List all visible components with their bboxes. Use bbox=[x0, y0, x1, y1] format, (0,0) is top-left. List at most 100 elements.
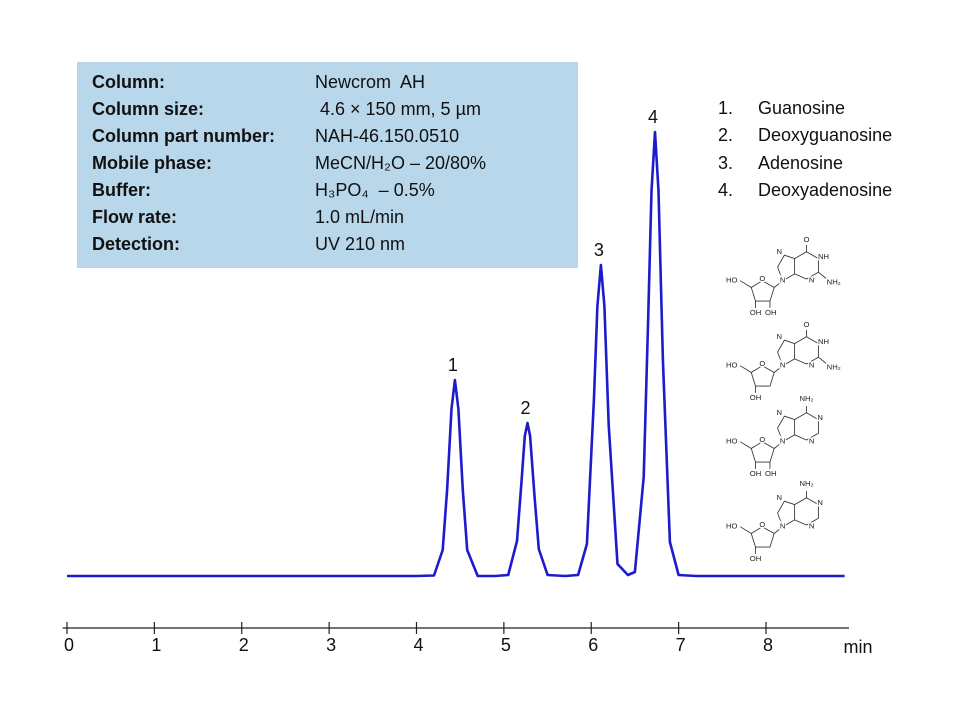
bond bbox=[794, 336, 819, 365]
atom-label: OH bbox=[750, 308, 761, 317]
atom-label: O bbox=[759, 520, 765, 529]
bond bbox=[773, 365, 783, 373]
atom-label: N bbox=[817, 413, 823, 422]
x-tick-label: 4 bbox=[413, 635, 423, 655]
compound-number: 1. bbox=[718, 98, 734, 118]
condition-value: MeCN/H₂O – 20/80% bbox=[315, 153, 487, 173]
x-tick-label: 3 bbox=[326, 635, 336, 655]
atom-label: N bbox=[809, 522, 815, 531]
x-tick-label: 6 bbox=[588, 635, 598, 655]
atom-label: N bbox=[780, 437, 786, 446]
atom-label: O bbox=[759, 435, 765, 444]
structure: O N NH N NH₂ N HO O OH bbox=[725, 319, 842, 404]
atom-label: HO bbox=[726, 361, 738, 370]
condition-key: Detection: bbox=[92, 234, 181, 254]
x-tick-label: 5 bbox=[501, 635, 511, 655]
bond bbox=[739, 280, 752, 288]
atom-label: O bbox=[804, 320, 810, 329]
bond bbox=[739, 365, 752, 373]
bond bbox=[794, 412, 819, 441]
condition-value: H₃PO₄ – 0.5% bbox=[315, 180, 435, 200]
bond bbox=[777, 500, 796, 528]
compound-number: 3. bbox=[718, 152, 734, 173]
chromatogram-trace bbox=[67, 130, 845, 578]
bond bbox=[794, 497, 819, 526]
atom-label: N bbox=[780, 276, 786, 285]
condition-key: Column: bbox=[92, 72, 165, 92]
condition-value: Newcrom AH bbox=[315, 72, 426, 92]
atom-label: N bbox=[809, 437, 815, 446]
atom-label: OH bbox=[750, 554, 761, 563]
condition-value: NAH-46.150.0510 bbox=[315, 126, 460, 146]
atom-label: NH₂ bbox=[799, 394, 813, 403]
peak-label: 1 bbox=[448, 355, 458, 375]
compound-name: Adenosine bbox=[758, 152, 844, 173]
bond bbox=[818, 356, 828, 365]
bond bbox=[794, 251, 819, 280]
peak-label: 3 bbox=[594, 240, 604, 260]
atom-label: N bbox=[777, 332, 783, 341]
bond bbox=[750, 526, 775, 548]
conditions-box: Column: Newcrom AH Column size: 4.6 × 150 … bbox=[77, 62, 578, 268]
atom-label: N bbox=[817, 498, 823, 507]
x-tick-label: 0 bbox=[64, 635, 74, 655]
atom-label: N bbox=[780, 522, 786, 531]
atom-label: N bbox=[777, 247, 783, 256]
condition-key: Flow rate: bbox=[92, 207, 178, 227]
atom-label: OH bbox=[765, 469, 776, 478]
condition-key: Mobile phase: bbox=[92, 153, 213, 173]
atom-label: O bbox=[759, 274, 765, 283]
x-axis-label: min bbox=[843, 637, 872, 657]
condition-value: 1.0 mL/min bbox=[315, 207, 405, 227]
atom-label: NH₂ bbox=[827, 362, 841, 371]
peak-label: 2 bbox=[520, 398, 530, 418]
atom-label: NH bbox=[818, 337, 829, 346]
peak-label: 4 bbox=[648, 107, 658, 127]
x-tick-label: 1 bbox=[151, 635, 161, 655]
bond bbox=[777, 415, 796, 443]
bond bbox=[773, 280, 783, 288]
x-tick-label: 8 bbox=[763, 635, 773, 655]
compound-number: 4. bbox=[718, 179, 734, 200]
bond bbox=[773, 526, 783, 534]
bond bbox=[777, 339, 796, 367]
atom-label: HO bbox=[726, 276, 738, 285]
bond bbox=[750, 280, 775, 302]
atom-label: NH₂ bbox=[799, 479, 813, 488]
atom-label: HO bbox=[726, 522, 738, 531]
structure: NH₂ N N N N HO O OH bbox=[725, 478, 824, 564]
condition-value: 4.6 × 150 mm, 5 µm bbox=[315, 99, 481, 119]
atom-label: N bbox=[809, 361, 815, 370]
condition-key: Column size: bbox=[92, 99, 205, 119]
bond bbox=[750, 365, 775, 387]
compound-name: Deoxyguanosine bbox=[758, 125, 893, 146]
compound-name: Deoxyadenosine bbox=[758, 179, 893, 200]
atom-label: OH bbox=[765, 308, 776, 317]
atom-label: N bbox=[809, 276, 815, 285]
atom-label: N bbox=[777, 408, 783, 417]
compound-name: Guanosine bbox=[758, 98, 846, 118]
bond bbox=[777, 254, 796, 282]
bond bbox=[818, 271, 828, 280]
condition-key: Buffer: bbox=[92, 180, 151, 200]
atom-label: HO bbox=[726, 437, 738, 446]
atom-label: OH bbox=[750, 469, 761, 478]
compound-number: 2. bbox=[718, 125, 734, 146]
atom-label: OH bbox=[750, 393, 761, 402]
atom-label: O bbox=[759, 359, 765, 368]
structure: O N NH N NH₂ N HO O OH OH bbox=[725, 234, 842, 319]
atom-label: NH₂ bbox=[827, 277, 841, 286]
condition-key: Column part number: bbox=[92, 126, 275, 146]
x-tick-label: 2 bbox=[239, 635, 249, 655]
atom-label: N bbox=[777, 493, 783, 502]
bond bbox=[739, 441, 752, 449]
structure: NH₂ N N N N HO O OH OH bbox=[725, 393, 824, 479]
bond bbox=[739, 526, 752, 534]
condition-value: UV 210 nm bbox=[315, 234, 406, 254]
atom-label: O bbox=[804, 235, 810, 244]
atom-label: N bbox=[780, 361, 786, 370]
atom-label: NH bbox=[818, 252, 829, 261]
x-tick-label: 7 bbox=[676, 635, 686, 655]
